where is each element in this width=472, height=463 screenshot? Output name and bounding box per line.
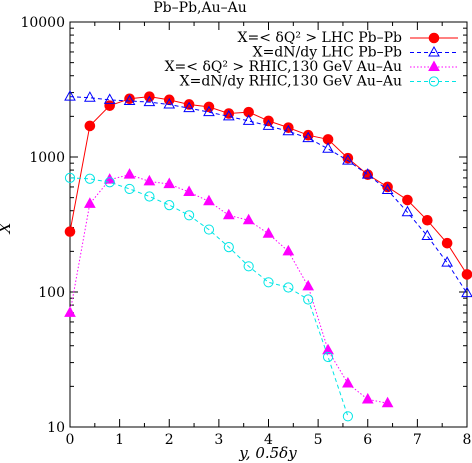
chart-title: Pb–Pb,Au–Au (153, 0, 246, 16)
legend-marker (428, 60, 440, 71)
data-point (222, 109, 235, 121)
legend-label: X=dN/dy LHC Pb–Pb (253, 45, 402, 61)
data-point (342, 411, 353, 422)
data-point (342, 154, 354, 165)
data-point (322, 343, 334, 355)
data-point (361, 168, 374, 179)
data-point (242, 114, 255, 125)
data-point (381, 396, 394, 408)
data-point (441, 256, 453, 267)
x-tick-label: 7 (413, 432, 422, 448)
series-3 (64, 168, 394, 408)
data-point (124, 183, 135, 195)
data-point (183, 101, 195, 113)
data-point (243, 106, 254, 118)
data-point (163, 177, 176, 189)
data-point (302, 131, 315, 143)
x-tick-label: 8 (463, 432, 472, 448)
data-point (461, 269, 472, 280)
data-point (223, 242, 234, 253)
legend-label: X=< δQ² > LHC Pb–Pb (238, 30, 402, 46)
data-point (184, 210, 195, 221)
series-line (69, 177, 349, 417)
data-point (342, 376, 354, 388)
data-point (421, 229, 434, 240)
data-point (123, 94, 136, 105)
series-layer (64, 90, 472, 422)
data-point (262, 119, 275, 130)
data-point (303, 294, 314, 305)
data-point (64, 90, 76, 101)
y-tick-label: 1000 (29, 150, 65, 166)
data-point (441, 237, 453, 249)
legend-marker (428, 76, 440, 87)
x-tick-label: 4 (264, 432, 273, 448)
data-point (242, 213, 255, 225)
x-tick-label: 6 (363, 432, 372, 448)
data-point (262, 227, 275, 238)
data-point (422, 214, 433, 226)
y-tick-label: 10 (47, 420, 65, 436)
data-point (322, 351, 334, 363)
data-point (164, 200, 175, 211)
data-point (123, 168, 136, 179)
data-point (203, 194, 215, 206)
data-point (282, 124, 295, 136)
x-tick-label: 1 (115, 432, 124, 448)
legend-marker (428, 45, 440, 57)
data-point (84, 91, 96, 102)
series-line (69, 96, 468, 294)
legend-label: X=< δQ² > RHIC,130 GeV Au–Au (165, 59, 402, 75)
data-point (401, 205, 414, 217)
data-point (282, 244, 295, 256)
x-tick-label: 2 (165, 432, 174, 448)
data-point (402, 194, 413, 206)
data-point (243, 261, 254, 272)
data-point (104, 177, 115, 188)
legend-label: X=dN/dy RHIC,130 GeV Au–Au (180, 74, 402, 90)
x-axis-label: y, 0.5δy (238, 444, 297, 462)
data-point (283, 282, 294, 293)
y-tick-label: 100 (38, 285, 65, 301)
data-point (322, 142, 334, 153)
x-tick-label: 5 (314, 432, 323, 448)
data-point (222, 208, 235, 220)
data-point (302, 279, 315, 291)
data-point (64, 226, 76, 237)
data-point (84, 173, 95, 184)
data-point (64, 306, 76, 317)
data-point (103, 93, 116, 104)
data-point (381, 183, 394, 194)
series-2 (64, 90, 472, 298)
data-point (104, 100, 115, 111)
data-point (143, 174, 156, 186)
data-point (183, 185, 195, 197)
data-point (144, 191, 155, 202)
data-point (64, 172, 76, 184)
y-axis-ticks: 10 100 1000 10000 (20, 15, 467, 436)
y-tick-label: 10000 (20, 15, 65, 31)
data-point (361, 392, 374, 404)
x-tick-label: 3 (214, 432, 223, 448)
legend-marker (428, 32, 440, 44)
data-point (263, 277, 274, 288)
y-axis-label: X (0, 221, 14, 234)
data-point (84, 120, 96, 132)
data-point (84, 197, 96, 208)
data-point (203, 224, 215, 235)
x-axis-ticks: 0 1 2 3 4 5 6 7 8 (66, 22, 472, 448)
data-point (143, 95, 156, 107)
x-tick-label: 0 (66, 432, 75, 448)
data-point (461, 286, 472, 298)
series-line (69, 174, 388, 404)
data-point (163, 97, 176, 109)
data-point (203, 105, 215, 117)
legend: X=< δQ² > LHC Pb–PbX=dN/dy LHC Pb–PbX=< … (165, 30, 458, 90)
series-4 (64, 172, 353, 422)
